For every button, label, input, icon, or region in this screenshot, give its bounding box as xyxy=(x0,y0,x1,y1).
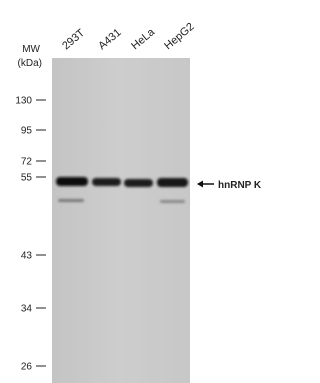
band xyxy=(157,178,188,187)
faint-band xyxy=(160,200,185,203)
band-label: hnRNP K xyxy=(218,180,262,191)
lane-label: A431 xyxy=(96,27,123,53)
mw-label: 55 xyxy=(21,173,33,184)
mw-label: 72 xyxy=(21,157,33,168)
lane-label: HepG2 xyxy=(162,21,196,53)
gel xyxy=(52,58,190,383)
mw-label: 130 xyxy=(15,96,32,107)
band xyxy=(56,177,88,186)
arrow-head xyxy=(197,181,203,188)
mw-header: MW xyxy=(22,44,40,55)
lane-label: HeLa xyxy=(129,26,158,53)
lane-label: 293T xyxy=(60,27,87,52)
mw-header: (kDa) xyxy=(18,58,42,69)
mw-label: 26 xyxy=(21,362,33,373)
band xyxy=(124,179,153,187)
faint-band xyxy=(58,199,84,202)
mw-label: 95 xyxy=(21,126,33,137)
mw-label: 43 xyxy=(21,251,33,262)
mw-label: 34 xyxy=(21,304,33,315)
band xyxy=(92,178,121,186)
